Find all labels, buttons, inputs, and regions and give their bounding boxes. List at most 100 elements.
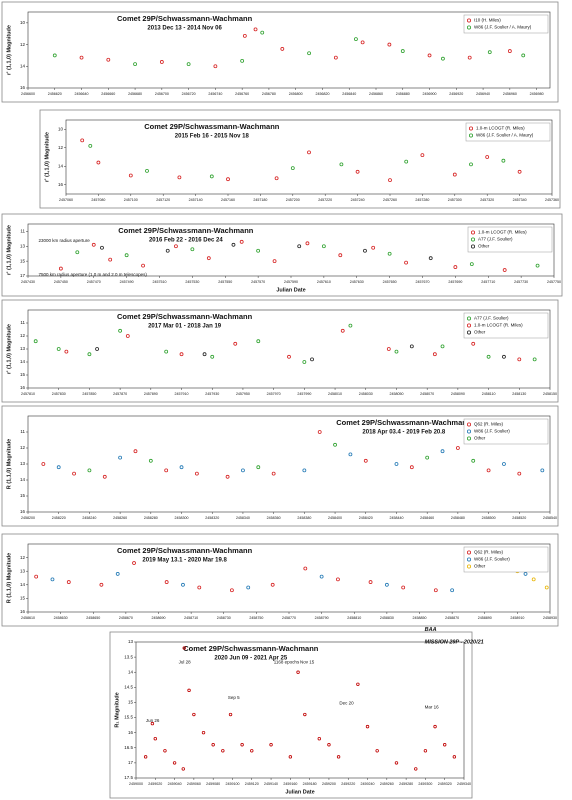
x-tick-label: 2458930 [543,616,557,620]
x-tick-label: 2456780 [262,92,276,96]
data-point [58,266,63,271]
x-tick-label: 2458770 [282,616,296,620]
data-point [502,268,507,272]
x-tick-label: 2457530 [185,280,199,284]
x-tick-label: 2459340 [457,782,471,786]
data-point [115,572,120,576]
y-tick-label: 16 [20,85,26,90]
x-tick-label: 2457320 [480,198,494,202]
x-tick-label: 2457260 [383,198,397,202]
chart-subtitle: 2013 Dec 13 - 2014 Nov 06 [147,26,222,32]
y-axis-label: R (1,1,0) Magnitude [6,439,12,489]
y-tick-label: 12 [20,42,26,47]
chart-subtitle: 2020 Jun 09 - 2021 Apr 25 [214,656,287,662]
legend-marker [468,133,473,138]
y-tick-label: 16 [128,730,134,735]
legend-marker [466,330,471,335]
annotation: Nov 15 [300,660,315,665]
data-point [141,263,145,268]
y-tick-label: 12 [20,445,26,450]
x-tick-label: 2459320 [438,782,452,786]
data-point [338,253,343,258]
data-point [172,761,177,765]
data-point [409,344,414,349]
data-point [221,749,225,753]
data-point [95,347,99,351]
x-tick-label: 2457750 [547,280,561,284]
data-point [375,749,379,753]
x-tick-label: 2458850 [413,616,427,620]
annotation: MISSION 29P - 2020/21 [425,639,484,645]
y-axis-label: r' (1,1,0) Magnitude [6,324,12,374]
data-point [239,239,244,244]
chart-panel: Comet 29P/Schwassmann-Wachmann 2019 May 1… [1,533,559,627]
data-point [197,585,202,590]
data-point [100,245,104,250]
data-point [404,159,409,164]
data-point [420,153,425,158]
x-tick-label: 2456620 [48,92,62,96]
data-point [187,688,191,693]
data-point [190,247,195,252]
data-point [143,755,148,759]
y-tick-label: 11 [20,320,25,325]
x-tick-label: 2457590 [284,280,298,284]
data-point [177,175,182,180]
data-point [201,730,206,735]
chart-panel: Comet 29P/Schwassmann-Wachmann 2015 Feb 1… [39,109,561,209]
data-point [106,57,111,62]
x-tick-label: 2456720 [182,92,196,96]
data-point [118,328,123,333]
y-tick-label: 14 [20,63,26,68]
x-tick-label: 2457100 [124,198,138,202]
x-tick-label: 2458030 [359,392,373,396]
annotation: 23000 km radius aperture [39,238,91,243]
data-point [423,749,428,753]
x-tick-label: 2456900 [423,92,437,96]
x-tick-label: 2456700 [155,92,169,96]
x-tick-label: 2457890 [144,392,158,396]
data-point [271,471,276,476]
y-axis-label: R₁ Magnitude [114,692,120,727]
data-point [433,724,437,729]
data-point [339,162,344,167]
x-tick-label: 2457300 [448,198,462,202]
x-tick-label: 2458110 [482,392,496,396]
data-point [233,341,238,346]
data-point [174,244,178,249]
data-point [487,50,492,55]
data-point [240,58,245,63]
data-point [502,462,506,466]
x-tick-label: 2456980 [530,92,544,96]
data-point [164,468,169,473]
data-point [409,465,414,470]
data-point [387,251,392,256]
y-tick-label: 14 [128,669,134,674]
data-point [440,449,445,454]
x-tick-label: 2459280 [399,782,413,786]
data-point [246,585,251,590]
legend-label: A77 (J.F. Soulier) [474,316,509,321]
legend-marker [466,18,471,23]
x-tick-label: 2456920 [449,92,463,96]
data-point [128,173,133,178]
x-tick-label: 2457950 [236,392,250,396]
x-tick-label: 2459080 [206,782,220,786]
chart-panel: Comet 29P/Schwassmann-Wachmann 2013 Dec 1… [1,1,559,103]
data-point [56,465,61,470]
data-point [355,169,360,174]
x-tick-label: 2458150 [543,392,557,396]
data-point [394,349,399,354]
y-axis-label: r' (1,1,0) Magnitude [44,132,50,182]
data-point [356,682,360,687]
annotation: Jun 26 [146,718,160,723]
data-point [394,462,399,466]
y-tick-label: 13 [20,243,26,248]
legend-label: W86 (J.F. Soulier) [474,429,510,434]
data-point [433,588,438,593]
data-point [272,259,277,264]
x-tick-label: 2458810 [347,616,361,620]
x-tick-label: 2457340 [513,198,527,202]
data-point [336,755,341,759]
